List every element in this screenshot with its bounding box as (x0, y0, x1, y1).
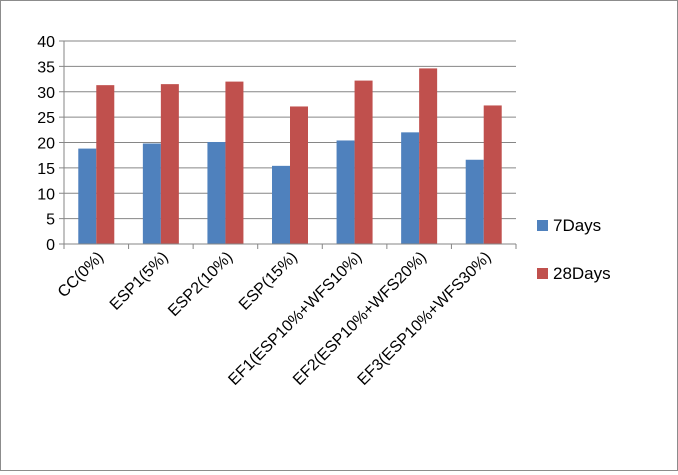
bar-28days-4 (354, 80, 373, 245)
bar-7days-3 (272, 165, 290, 244)
bar-7days-6 (465, 159, 484, 244)
y-tick-label-35: 35 (37, 59, 55, 76)
x-tick-label-5: EF2(ESP10%+WFS20%) (290, 249, 430, 389)
legend-swatch-7days (537, 220, 548, 231)
x-tick-label-0: CC(0%) (55, 249, 107, 301)
bar-7days-1 (142, 143, 161, 244)
bar-28days-1 (160, 84, 179, 244)
bar-28days-0 (96, 85, 115, 244)
y-tick-label-5: 5 (46, 212, 55, 229)
x-tick-label-2: ESP2(10%) (165, 249, 236, 320)
y-tick-label-25: 25 (37, 110, 55, 127)
x-tick-label-1: ESP1(5%) (107, 249, 172, 314)
y-tick-label-30: 30 (37, 85, 55, 102)
legend: 7Days 28Days (537, 216, 611, 283)
x-axis-labels: CC(0%) ESP1(5%)ESP2(10%) ESP(15%)EF1(ESP10… (55, 249, 495, 389)
bar-7days-4 (336, 140, 355, 244)
x-tick-label-4: EF1(ESP10%+WFS10%) (225, 249, 365, 389)
bar-28days-6 (483, 105, 502, 244)
bar-7days-0 (78, 148, 97, 244)
bar-28days-2 (225, 81, 244, 244)
axes (59, 40, 517, 249)
bar-7days-5 (401, 132, 420, 244)
y-tick-label-20: 20 (37, 136, 55, 153)
y-tick-label-0: 0 (46, 237, 55, 254)
legend-label-7days: 7Days (553, 216, 601, 235)
x-tick-label-6: EF3(ESP10%+WFS30%) (355, 249, 495, 389)
y-axis-ticks: 0 5 10 15 20 25 30 35 40 (37, 34, 55, 254)
legend-label-28days: 28Days (553, 264, 611, 283)
y-tick-label-10: 10 (37, 186, 55, 203)
bar-28days-5 (419, 68, 438, 244)
y-tick-label-15: 15 (37, 161, 55, 178)
legend-swatch-28days (537, 268, 548, 279)
bar-28days-3 (290, 106, 308, 244)
x-tick-label-3: ESP(15%) (236, 249, 301, 314)
y-tick-label-40: 40 (37, 34, 55, 51)
bar-7days-2 (207, 141, 226, 244)
bars (78, 68, 502, 245)
